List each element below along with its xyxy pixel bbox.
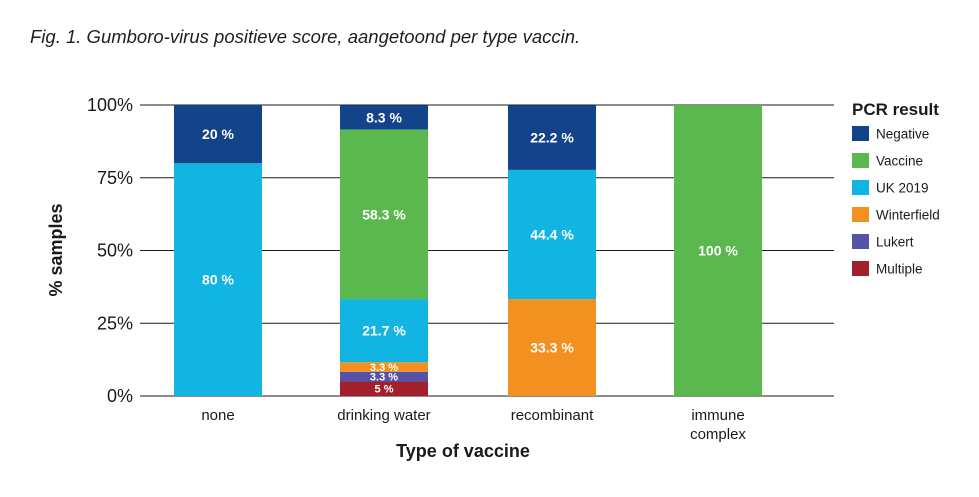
bar-value-label: 5 % <box>375 384 394 396</box>
bar-value-label: 100 % <box>698 243 738 259</box>
legend-label: Winterfield <box>876 208 940 223</box>
bar-value-label: 44.4 % <box>530 227 574 243</box>
y-axis-title: % samples <box>46 203 66 296</box>
legend-swatch <box>852 180 869 195</box>
bar-value-label: 80 % <box>202 272 234 288</box>
legend-label: Lukert <box>876 235 914 250</box>
legend-swatch <box>852 207 869 222</box>
x-tick-label: none <box>201 407 234 424</box>
bars <box>174 105 762 396</box>
bar-segment <box>174 105 262 164</box>
bar-segment <box>340 129 428 300</box>
legend-title: PCR result <box>852 100 939 119</box>
legend-label: Vaccine <box>876 154 923 169</box>
x-axis-title: Type of vaccine <box>396 441 530 461</box>
y-axis-ticks: 0% 25% 50% 75% 100% <box>87 95 133 406</box>
y-tick-label: 75% <box>97 168 133 188</box>
bar-value-labels: 80 %20 %5 %3.3 %3.3 %21.7 %58.3 %8.3 %33… <box>202 109 738 395</box>
bar-segment <box>340 381 428 396</box>
legend-swatch <box>852 153 869 168</box>
bar-segment <box>508 105 596 170</box>
bar-value-label: 22.2 % <box>530 130 574 146</box>
bar-value-label: 8.3 % <box>366 109 402 125</box>
legend-label: Multiple <box>876 262 923 277</box>
x-tick-label: recombinant <box>511 407 594 424</box>
figure-caption: Fig. 1. Gumboro-virus positieve score, a… <box>30 26 581 47</box>
legend-swatch <box>852 126 869 141</box>
bar-value-label: 3.3 % <box>370 362 398 374</box>
bar-segment <box>508 299 596 396</box>
y-tick-label: 25% <box>97 313 133 333</box>
bar-segment <box>340 105 428 130</box>
bar-segment <box>340 362 428 372</box>
x-tick-label: drinking water <box>337 407 430 424</box>
legend-label: Negative <box>876 127 929 142</box>
bar-segment <box>340 299 428 363</box>
bar-value-label: 20 % <box>202 126 234 142</box>
bar-value-label: 33.3 % <box>530 340 574 356</box>
bar-segment <box>174 163 262 396</box>
y-tick-label: 50% <box>97 241 133 261</box>
x-axis-ticks: none drinking water recombinant immune compl… <box>201 407 746 443</box>
bar-segment <box>340 371 428 382</box>
bar-value-label: 3.3 % <box>370 372 398 384</box>
y-tick-label: 0% <box>107 386 133 406</box>
legend-label: UK 2019 <box>876 181 929 196</box>
bar-value-label: 21.7 % <box>362 323 406 339</box>
bar-segment <box>674 105 762 396</box>
x-tick-label: immune <box>691 407 744 424</box>
legend: PCR result Negative Vaccine UK 2019 Winterf… <box>852 100 940 277</box>
bar-segment <box>508 169 596 300</box>
y-tick-label: 100% <box>87 95 133 115</box>
bar-value-label: 58.3 % <box>362 206 406 222</box>
legend-swatch <box>852 261 869 276</box>
legend-swatch <box>852 234 869 249</box>
x-tick-label: complex <box>690 426 746 443</box>
